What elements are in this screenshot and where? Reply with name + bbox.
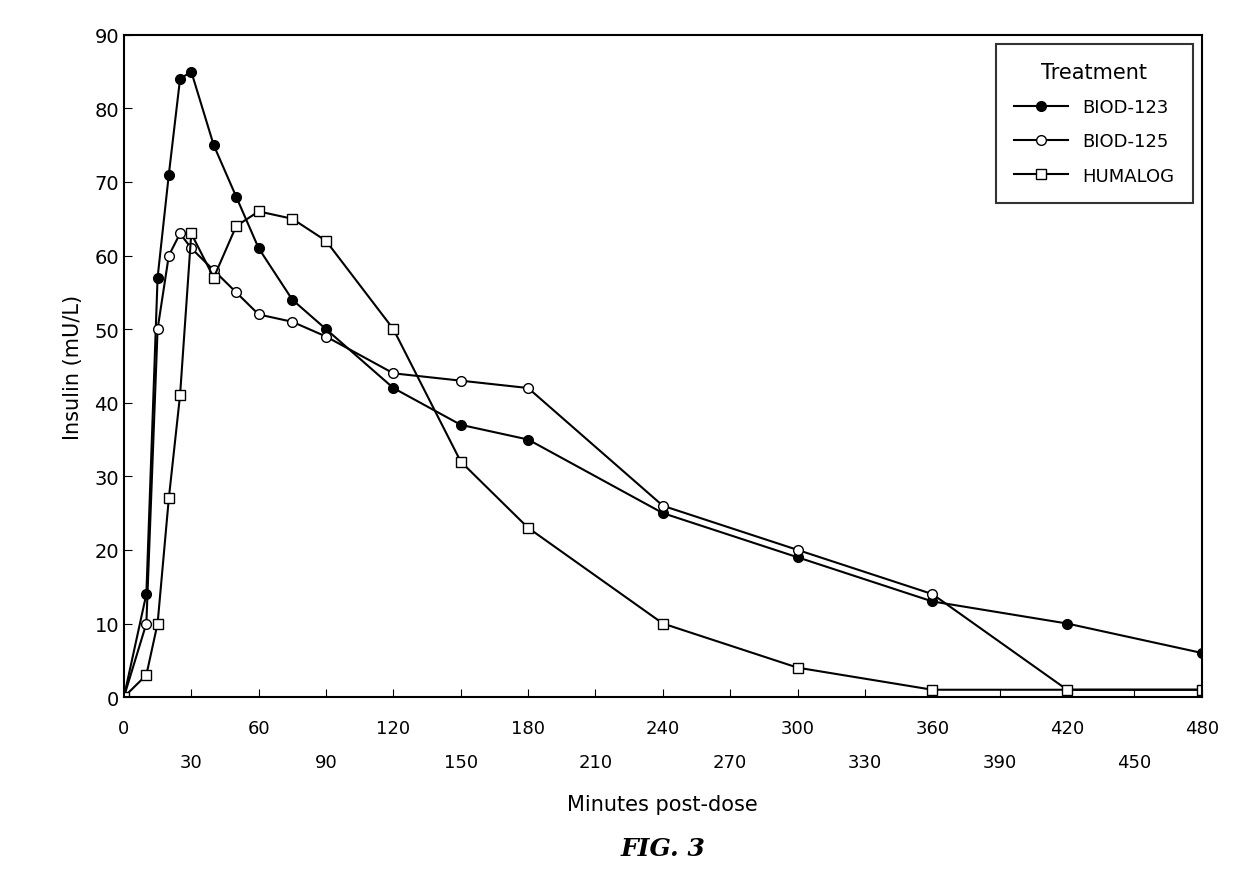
Legend: BIOD-123, BIOD-125, HUMALOG: BIOD-123, BIOD-125, HUMALOG xyxy=(996,45,1193,204)
Text: 30: 30 xyxy=(180,753,203,771)
BIOD-125 xyxy=(150,325,165,335)
BIOD-123 xyxy=(453,420,468,431)
BIOD-125 xyxy=(385,368,400,379)
Text: 270: 270 xyxy=(714,753,747,771)
BIOD-123 xyxy=(655,508,670,519)
BIOD-125 xyxy=(655,501,670,511)
BIOD-125 xyxy=(453,375,468,386)
BIOD-123 xyxy=(318,325,333,335)
Text: 330: 330 xyxy=(847,753,882,771)
Text: Minutes post-dose: Minutes post-dose xyxy=(567,794,758,814)
Line: HUMALOG: HUMALOG xyxy=(119,207,1207,702)
BIOD-125 xyxy=(116,692,131,703)
HUMALOG xyxy=(285,215,300,225)
BIOD-125 xyxy=(206,266,221,276)
BIOD-125 xyxy=(161,251,176,262)
HUMALOG xyxy=(655,619,670,629)
BIOD-125 xyxy=(183,243,198,254)
Text: 90: 90 xyxy=(315,753,337,771)
BIOD-125 xyxy=(790,545,805,556)
BIOD-123 xyxy=(206,140,221,151)
HUMALOG xyxy=(116,692,131,703)
BIOD-125 xyxy=(318,332,333,342)
BIOD-123 xyxy=(924,596,939,607)
HUMALOG xyxy=(520,523,535,534)
BIOD-123 xyxy=(172,74,187,85)
Y-axis label: Insulin (mU/L): Insulin (mU/L) xyxy=(63,294,83,439)
HUMALOG xyxy=(150,619,165,629)
BIOD-123 xyxy=(229,192,244,203)
HUMALOG xyxy=(206,273,221,283)
Line: BIOD-123: BIOD-123 xyxy=(119,68,1207,702)
Text: 0: 0 xyxy=(118,720,130,738)
BIOD-125 xyxy=(924,589,939,600)
BIOD-123 xyxy=(252,243,266,254)
Text: 180: 180 xyxy=(512,720,545,738)
Text: 480: 480 xyxy=(1184,720,1219,738)
HUMALOG xyxy=(229,222,244,232)
HUMALOG xyxy=(318,236,333,247)
BIOD-123 xyxy=(139,589,154,600)
HUMALOG xyxy=(252,207,266,217)
BIOD-123 xyxy=(285,295,300,306)
BIOD-123 xyxy=(150,273,165,283)
HUMALOG xyxy=(790,662,805,673)
HUMALOG xyxy=(139,670,154,680)
Text: 450: 450 xyxy=(1118,753,1151,771)
BIOD-123 xyxy=(790,552,805,563)
BIOD-125 xyxy=(1059,685,1074,696)
HUMALOG xyxy=(385,325,400,335)
BIOD-123 xyxy=(183,67,198,78)
Text: 60: 60 xyxy=(248,720,270,738)
BIOD-123 xyxy=(1059,619,1074,629)
BIOD-125 xyxy=(520,384,535,394)
HUMALOG xyxy=(172,391,187,401)
BIOD-125 xyxy=(139,619,154,629)
BIOD-123 xyxy=(161,170,176,181)
Text: 300: 300 xyxy=(781,720,814,738)
BIOD-123 xyxy=(520,434,535,445)
HUMALOG xyxy=(161,493,176,504)
Text: 360: 360 xyxy=(916,720,949,738)
BIOD-125 xyxy=(252,309,266,320)
Text: 150: 150 xyxy=(444,753,478,771)
BIOD-123 xyxy=(1194,648,1209,659)
Line: BIOD-125: BIOD-125 xyxy=(119,230,1207,702)
BIOD-125 xyxy=(229,288,244,299)
Text: 390: 390 xyxy=(983,753,1017,771)
HUMALOG xyxy=(924,685,939,696)
Text: 120: 120 xyxy=(377,720,410,738)
Text: 240: 240 xyxy=(646,720,680,738)
Text: 420: 420 xyxy=(1049,720,1084,738)
BIOD-125 xyxy=(1194,685,1209,696)
BIOD-123 xyxy=(116,692,131,703)
BIOD-125 xyxy=(172,229,187,240)
Text: 210: 210 xyxy=(579,753,612,771)
Text: FIG. 3: FIG. 3 xyxy=(621,836,705,860)
BIOD-125 xyxy=(285,317,300,328)
HUMALOG xyxy=(1194,685,1209,696)
HUMALOG xyxy=(1059,685,1074,696)
HUMALOG xyxy=(183,229,198,240)
BIOD-123 xyxy=(385,384,400,394)
HUMALOG xyxy=(453,457,468,468)
